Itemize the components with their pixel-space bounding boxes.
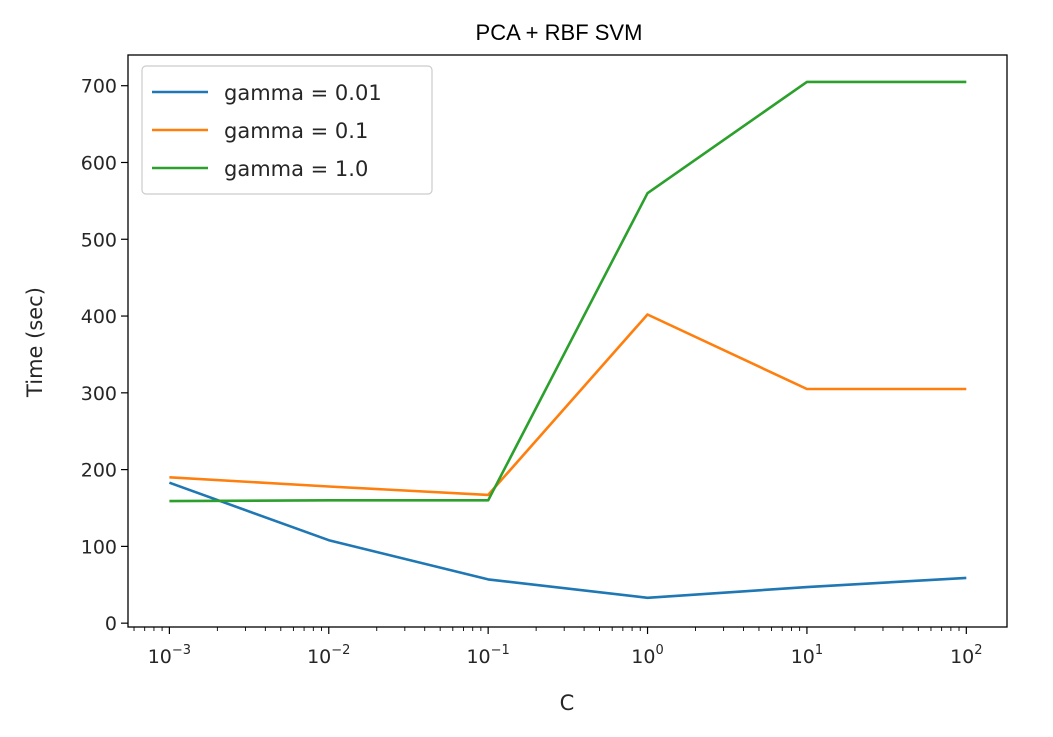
y-tick-label: 100 — [81, 536, 117, 558]
y-tick-label: 500 — [81, 229, 117, 251]
x-tick-label: 10−3 — [148, 643, 191, 668]
y-tick-label: 0 — [105, 613, 117, 635]
legend-label: gamma = 0.01 — [224, 81, 382, 105]
series-line-3 — [169, 80, 967, 503]
x-tick-label: 10−2 — [307, 643, 350, 668]
legend-box — [141, 65, 433, 195]
legend-label: gamma = 1.0 — [224, 157, 368, 181]
chart-title: PCA + RBF SVM — [476, 20, 643, 45]
x-tick-label: 10−1 — [466, 643, 509, 668]
y-tick-label: 700 — [81, 76, 117, 98]
y-tick-label: 600 — [81, 152, 117, 174]
x-tick-label: 101 — [791, 643, 823, 668]
plot-frame — [127, 54, 1008, 628]
series-line-2 — [169, 313, 967, 497]
y-tick-label: 300 — [81, 383, 117, 405]
y-axis-label: Time (sec) — [23, 287, 47, 398]
y-tick-label: 200 — [81, 460, 117, 482]
x-tick-label: 102 — [950, 643, 982, 668]
y-tick-label: 400 — [81, 306, 117, 328]
series-line-1 — [168, 481, 967, 600]
legend-label: gamma = 0.1 — [224, 119, 368, 143]
x-axis-label: C — [560, 691, 575, 715]
plot-area: 0 100 200 300 400 500 600 700 10−3 10−2 10−1 100 101… — [81, 54, 1008, 668]
x-tick-label: 100 — [631, 643, 663, 668]
